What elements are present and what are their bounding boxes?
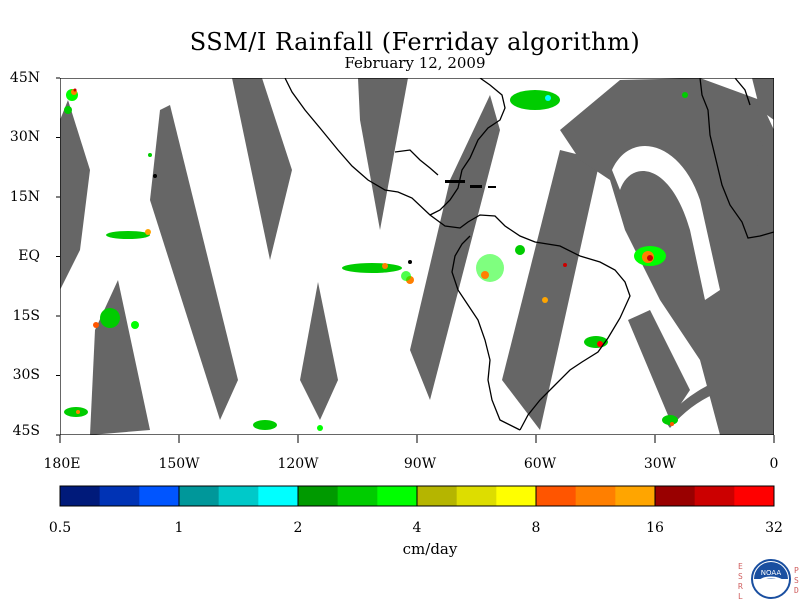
- coastlines: [284, 78, 774, 431]
- lon-label-180e: 180E: [43, 456, 81, 472]
- lat-label-30s: 30S: [12, 367, 40, 383]
- esrl-letters: E S R L: [738, 562, 743, 601]
- psd-letters: P S D: [794, 566, 799, 595]
- figure-title: SSM/I Rainfall (Ferriday algorithm): [189, 28, 641, 56]
- lon-label-0: 0: [769, 456, 779, 472]
- colorbar-unit-label: cm/day: [402, 540, 458, 558]
- no-data-swaths: [60, 78, 774, 435]
- lon-label-60w: 60W: [523, 456, 557, 472]
- lon-label-90w: 90W: [403, 456, 437, 472]
- colorbar-tick-8: 8: [531, 520, 541, 536]
- lat-label-eq: EQ: [18, 248, 40, 264]
- lat-label-30n: 30N: [9, 129, 40, 145]
- lat-label-15s: 15S: [12, 308, 40, 324]
- axis-ticks: [56, 77, 775, 443]
- lat-label-45s: 45S: [12, 423, 40, 439]
- colorbar-tick-0-5: 0.5: [48, 520, 72, 536]
- colorbar-tick-32: 32: [765, 520, 783, 536]
- lon-label-150w: 150W: [158, 456, 200, 472]
- colorbar-tick-1: 1: [174, 520, 184, 536]
- colorbar-tick-2: 2: [293, 520, 303, 536]
- noaa-logo-text: NOAA: [761, 569, 782, 577]
- lon-label-120w: 120W: [277, 456, 319, 472]
- islands: [153, 174, 496, 264]
- lat-label-15n: 15N: [9, 189, 40, 205]
- lat-label-45n: 45N: [9, 70, 40, 86]
- colorbar-tick-16: 16: [646, 520, 664, 536]
- colorbar-tick-4: 4: [412, 520, 422, 536]
- lon-label-30w: 30W: [643, 456, 677, 472]
- figure-date: February 12, 2009: [344, 54, 486, 72]
- rainfall-patches: [64, 88, 688, 431]
- noaa-logo-icon: NOAA: [751, 559, 791, 599]
